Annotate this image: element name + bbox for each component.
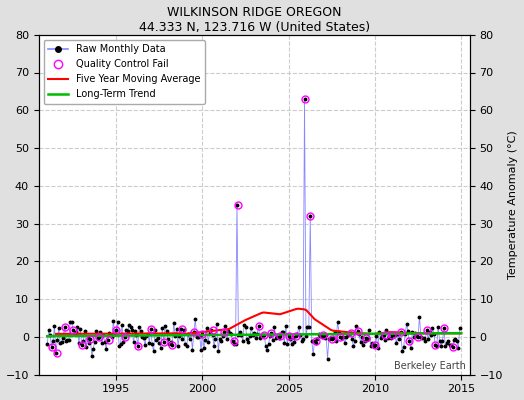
Legend: Raw Monthly Data, Quality Control Fail, Five Year Moving Average, Long-Term Tren: Raw Monthly Data, Quality Control Fail, … xyxy=(43,40,205,104)
Y-axis label: Temperature Anomaly (°C): Temperature Anomaly (°C) xyxy=(508,130,518,279)
Title: WILKINSON RIDGE OREGON
44.333 N, 123.716 W (United States): WILKINSON RIDGE OREGON 44.333 N, 123.716… xyxy=(139,6,370,34)
Text: Berkeley Earth: Berkeley Earth xyxy=(394,361,465,371)
